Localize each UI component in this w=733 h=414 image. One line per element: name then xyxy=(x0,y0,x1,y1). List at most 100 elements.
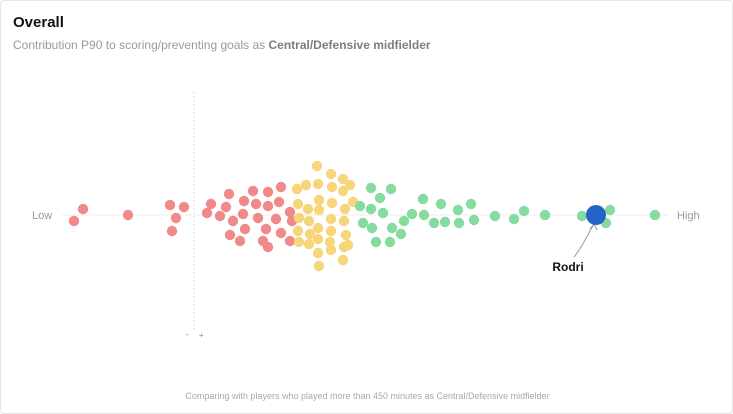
player-dot-mid xyxy=(342,239,354,251)
player-dot-mid xyxy=(338,215,350,227)
player-dot-high xyxy=(417,193,429,205)
player-dot-mid xyxy=(303,215,315,227)
player-dot-low xyxy=(164,199,176,211)
zero-marker-plus: + xyxy=(199,331,204,340)
player-dot-mid xyxy=(339,203,351,215)
axis-label-low: Low xyxy=(32,210,52,222)
subtitle-role: Central/Defensive midfielder xyxy=(268,38,431,52)
player-dot-mid xyxy=(325,168,337,180)
player-dot-high xyxy=(386,222,398,234)
player-dot-low xyxy=(275,227,287,239)
player-dot-low xyxy=(260,223,272,235)
player-dot-low xyxy=(247,185,259,197)
player-dot-low xyxy=(227,215,239,227)
player-dot-high xyxy=(385,183,397,195)
player-dot-high xyxy=(398,215,410,227)
player-dot-mid xyxy=(303,238,315,250)
player-dot-low xyxy=(68,215,80,227)
player-dot-high xyxy=(468,214,480,226)
player-dot-mid xyxy=(324,236,336,248)
player-dot-high xyxy=(354,200,366,212)
player-dot-mid xyxy=(326,197,338,209)
player-dot-low xyxy=(273,196,285,208)
player-dot-mid xyxy=(313,260,325,272)
player-dot-low xyxy=(275,181,287,193)
player-dot-mid xyxy=(337,254,349,266)
player-dot-mid xyxy=(300,179,312,191)
player-dot-high xyxy=(453,217,465,229)
player-dot-low xyxy=(201,207,213,219)
player-dot-mid xyxy=(313,194,325,206)
player-dot-high xyxy=(508,213,520,225)
chart-subtitle: Contribution P90 to scoring/preventing g… xyxy=(13,38,431,52)
player-dot-high xyxy=(370,236,382,248)
player-dot-high xyxy=(377,207,389,219)
player-dot-low xyxy=(238,195,250,207)
player-dot-low xyxy=(239,223,251,235)
player-dot-high xyxy=(395,228,407,240)
player-dot-low xyxy=(178,201,190,213)
player-dot-high xyxy=(428,217,440,229)
player-dot-high xyxy=(374,192,386,204)
highlight-player-label: Rodri xyxy=(552,260,583,274)
player-dot-low xyxy=(284,206,296,218)
player-dot-mid xyxy=(325,244,337,256)
player-dot-low xyxy=(270,213,282,225)
chart-title: Overall xyxy=(13,14,64,31)
player-dot-mid xyxy=(312,233,324,245)
player-dot-mid xyxy=(313,204,325,216)
player-dot-low xyxy=(122,209,134,221)
player-dot-mid xyxy=(292,225,304,237)
player-dot-high xyxy=(357,217,369,229)
player-dot-high xyxy=(365,203,377,215)
player-dot-high xyxy=(518,205,530,217)
player-dot-low xyxy=(252,212,264,224)
player-dot-mid xyxy=(337,185,349,197)
highlight-player-dot xyxy=(586,205,606,225)
chart-footer: Comparing with players who played more t… xyxy=(185,391,550,401)
zero-marker-minus: - xyxy=(186,330,189,339)
player-dot-high xyxy=(406,208,418,220)
player-dot-high xyxy=(384,236,396,248)
highlight-arrow-line xyxy=(573,223,595,258)
player-dot-mid xyxy=(340,229,352,241)
player-dot-low xyxy=(262,241,274,253)
player-dot-low xyxy=(250,198,262,210)
player-dot-mid xyxy=(337,173,349,185)
player-dot-mid xyxy=(312,222,324,234)
player-dot-mid xyxy=(325,213,337,225)
player-dot-low xyxy=(237,208,249,220)
player-dot-mid xyxy=(325,225,337,237)
player-dot-mid xyxy=(344,179,356,191)
player-dot-high xyxy=(365,182,377,194)
axis-label-high: High xyxy=(677,210,700,222)
player-dot-high xyxy=(649,209,661,221)
player-dot-mid xyxy=(304,228,316,240)
player-dot-mid xyxy=(293,236,305,248)
player-dot-mid xyxy=(291,183,303,195)
player-dot-high xyxy=(604,204,616,216)
player-dot-low xyxy=(220,201,232,213)
player-dot-low xyxy=(170,212,182,224)
player-dot-low xyxy=(262,200,274,212)
player-dot-high xyxy=(418,209,430,221)
player-dot-mid xyxy=(292,198,304,210)
player-dot-low xyxy=(77,203,89,215)
player-dot-mid xyxy=(311,160,323,172)
player-dot-mid xyxy=(302,203,314,215)
player-dot-high xyxy=(452,204,464,216)
player-dot-mid xyxy=(312,247,324,259)
player-dot-high xyxy=(465,198,477,210)
player-dot-low xyxy=(214,210,226,222)
player-dot-low xyxy=(262,186,274,198)
player-dot-high xyxy=(439,216,451,228)
player-dot-high xyxy=(366,222,378,234)
player-dot-high xyxy=(576,210,588,222)
player-dot-high xyxy=(489,210,501,222)
player-dot-mid xyxy=(326,181,338,193)
player-dot-low xyxy=(234,235,246,247)
player-dot-mid xyxy=(293,212,305,224)
player-dot-low xyxy=(284,235,296,247)
player-dot-low xyxy=(205,198,217,210)
